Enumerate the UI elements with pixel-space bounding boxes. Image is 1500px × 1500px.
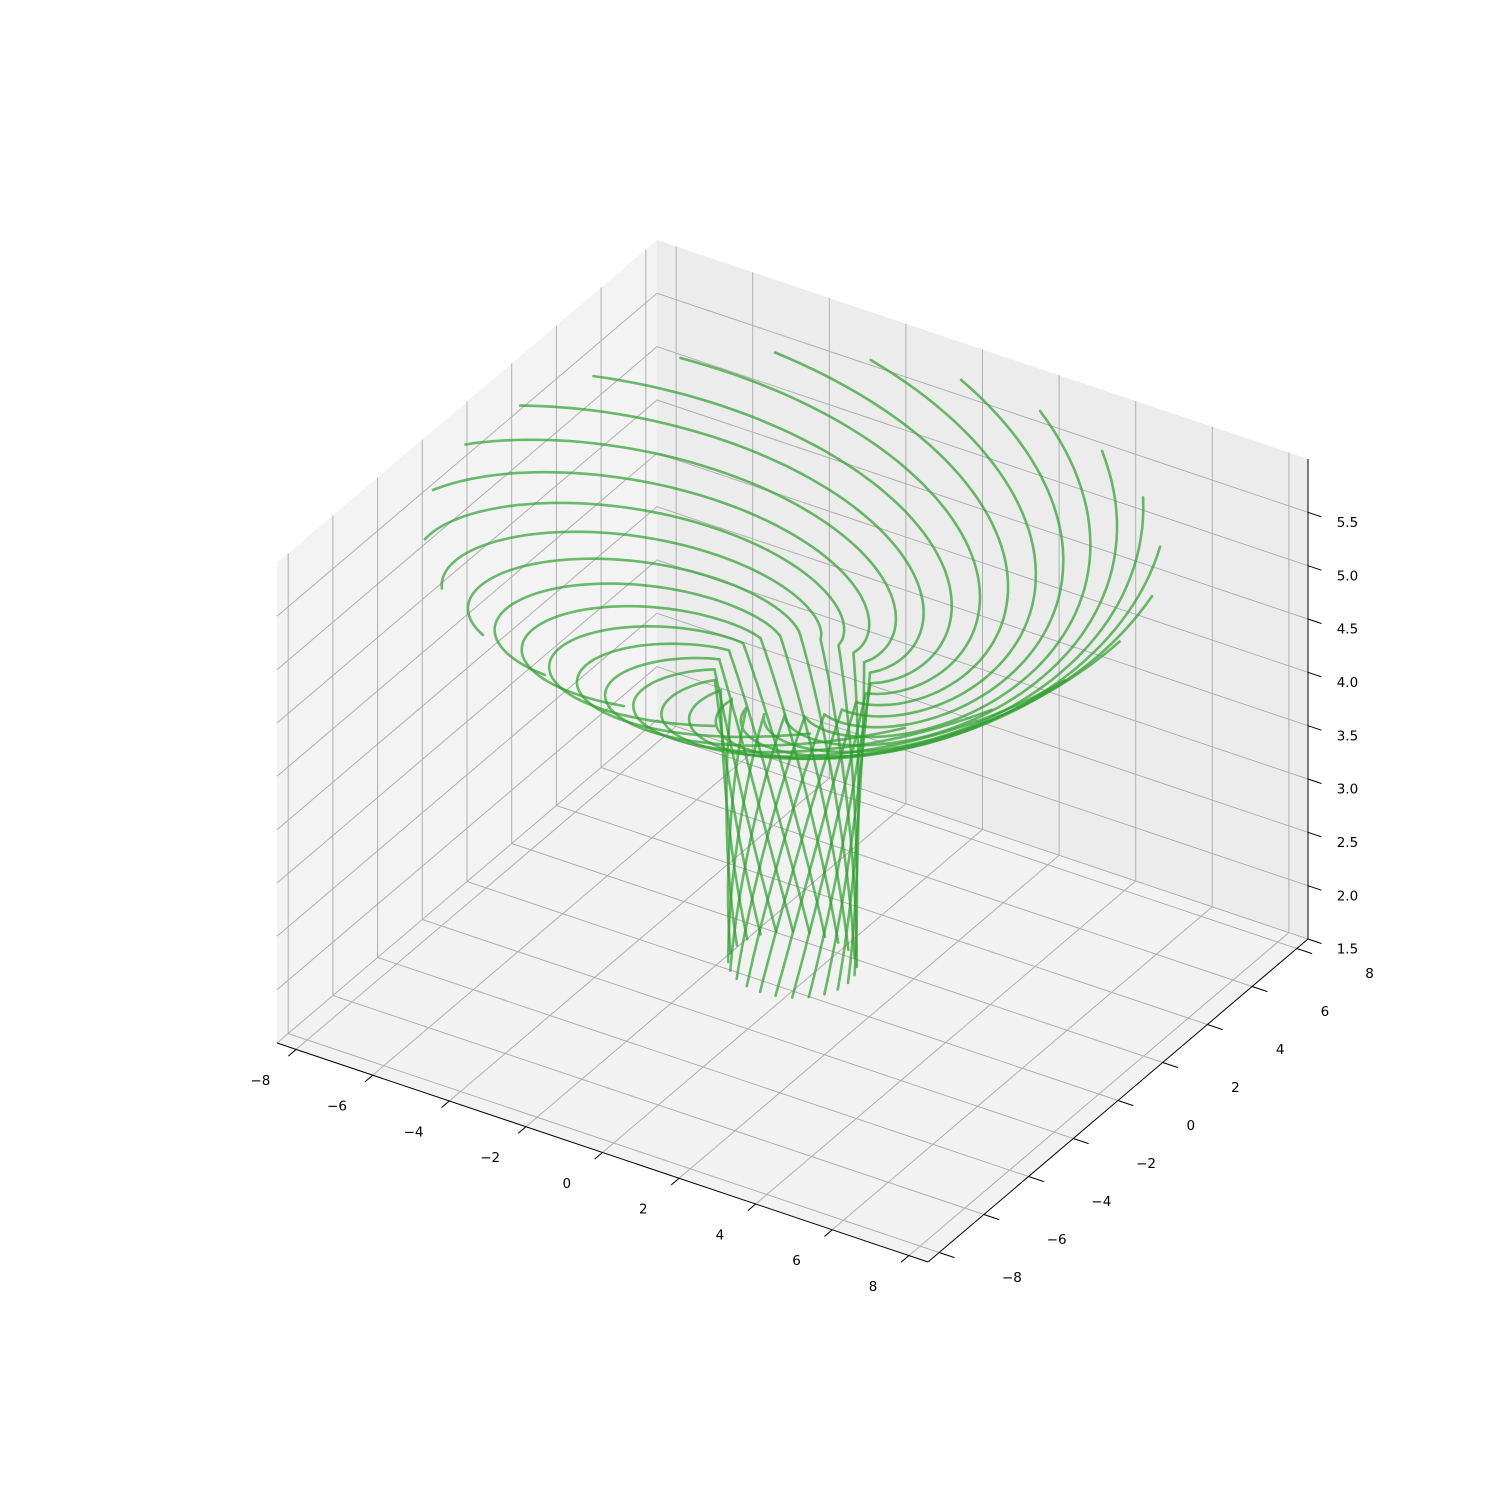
z-tick-label: 3.0 — [1337, 782, 1358, 798]
z-tick-mark — [1307, 938, 1322, 944]
series-strand — [728, 449, 1119, 972]
grid-line-z — [276, 559, 1309, 884]
y-tick-mark — [939, 1252, 955, 1259]
series-strand — [726, 496, 1145, 964]
z-tick-mark — [1307, 511, 1322, 518]
y-tick-mark — [1117, 1100, 1134, 1107]
z-tick-mark — [1307, 725, 1322, 731]
z-tick-label: 5.5 — [1337, 515, 1358, 531]
y-tick-mark — [983, 1214, 1000, 1221]
x-tick-mark — [364, 1074, 374, 1083]
x-tick-mark — [747, 1203, 757, 1212]
series-strand — [547, 624, 827, 939]
x-tick-mark — [824, 1229, 833, 1237]
x-tick-mark — [287, 1049, 297, 1057]
grid-line-z — [276, 346, 1309, 671]
grid-line-z — [276, 292, 1309, 617]
series-strand — [679, 356, 982, 999]
z-tick-mark — [1307, 671, 1322, 678]
z-tick-mark — [1307, 885, 1322, 891]
y-tick-mark — [1296, 948, 1313, 955]
y-tick-mark — [1207, 1024, 1223, 1031]
series-strand — [493, 582, 850, 952]
y-tick-label: 6 — [1321, 1004, 1330, 1020]
series-strands — [423, 351, 1162, 999]
z-tick-label: 4.0 — [1337, 675, 1358, 691]
z-tick-label: 5.0 — [1337, 568, 1358, 584]
y-tick-label: 4 — [1276, 1042, 1285, 1058]
series-strand — [758, 358, 1038, 994]
y-tick-mark — [1251, 986, 1268, 993]
z-tick-label: 3.5 — [1337, 728, 1358, 744]
y-tick-mark — [1028, 1176, 1045, 1183]
series-strand — [464, 438, 898, 991]
series-strand — [745, 378, 1065, 988]
x-tick-label: −8 — [250, 1073, 270, 1089]
series-strand — [773, 351, 1010, 998]
x-tick-mark — [900, 1255, 910, 1263]
x-tick-label: −2 — [480, 1150, 500, 1166]
series-strand — [735, 409, 1092, 981]
series-strand — [660, 678, 1067, 936]
x-tick-mark — [517, 1126, 527, 1134]
y-tick-label: −2 — [1136, 1156, 1156, 1172]
y-tick-label: 2 — [1231, 1080, 1240, 1096]
y-tick-label: −4 — [1091, 1194, 1111, 1210]
x-tick-mark — [594, 1152, 603, 1160]
y-tick-mark — [1073, 1138, 1089, 1145]
x-tick-label: 0 — [562, 1176, 571, 1192]
grid-line-z — [276, 506, 1309, 831]
z-tick-mark — [1307, 565, 1322, 571]
y-tick-label: −6 — [1047, 1232, 1067, 1248]
x-tick-label: 4 — [716, 1227, 725, 1243]
z-tick-mark — [1307, 778, 1322, 784]
series-strand — [520, 604, 840, 944]
grid-line-z — [276, 666, 1309, 991]
x-tick-mark — [670, 1177, 680, 1186]
x-tick-mark — [441, 1100, 450, 1109]
series-strand — [466, 557, 857, 960]
x-tick-label: −4 — [404, 1124, 424, 1140]
z-tick-label: 1.5 — [1337, 942, 1358, 958]
z-tick-label: 4.5 — [1337, 622, 1358, 638]
y-tick-label: −8 — [1002, 1270, 1022, 1286]
z-tick-mark — [1307, 618, 1322, 624]
grid-line-z — [276, 612, 1309, 937]
series-strand — [726, 545, 1162, 955]
series-strand — [518, 404, 925, 996]
x-tick-label: 8 — [869, 1279, 878, 1295]
tick-labels: −8 −6 −4 −2 0 2 4 6 8 −8 −6 −4 −2 0 2 4 6 8 1.5 2.0 2.5 3.0 3.… — [250, 511, 1374, 1295]
y-tick-label: 8 — [1365, 966, 1374, 982]
x-tick-label: −6 — [327, 1099, 347, 1115]
grid-line-z — [276, 719, 1309, 1044]
series-strand — [423, 501, 859, 977]
series-strand — [603, 656, 906, 933]
z-tick-mark — [1307, 831, 1322, 838]
z-tick-label: 2.5 — [1337, 835, 1358, 851]
y-tick-mark — [1162, 1062, 1179, 1069]
y-tick-label: 0 — [1186, 1118, 1195, 1134]
x-tick-label: 6 — [792, 1253, 801, 1269]
x-tick-label: 2 — [639, 1202, 648, 1218]
z-tick-label: 2.0 — [1337, 888, 1358, 904]
series-strand — [575, 642, 812, 935]
